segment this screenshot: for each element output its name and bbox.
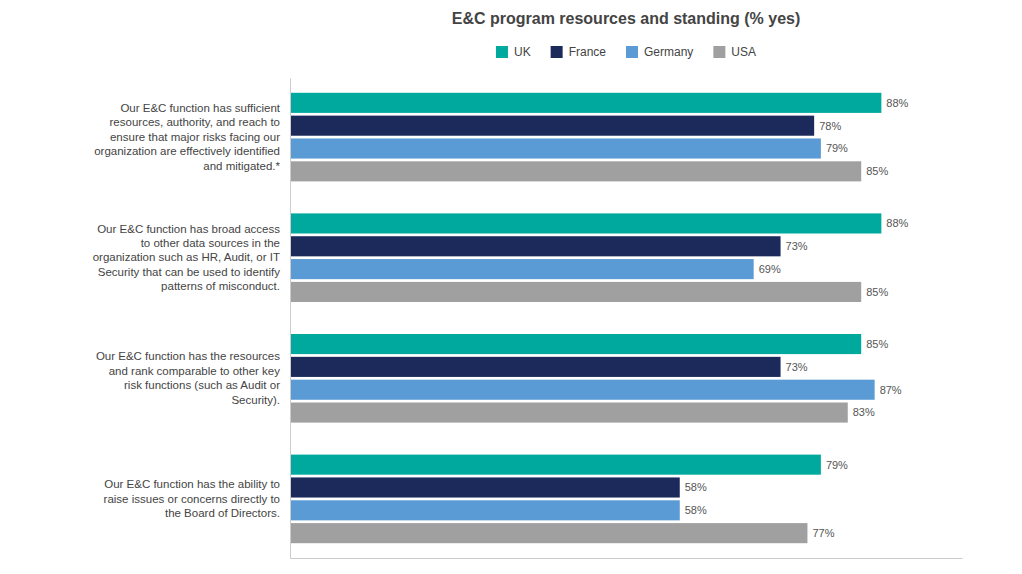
y-tick-label-line: and mitigated.* xyxy=(203,160,280,172)
legend-label: USA xyxy=(731,45,756,59)
data-label: 79% xyxy=(826,459,848,471)
y-axis: Our E&C function has sufficient resources… xyxy=(93,79,291,559)
data-label: 58% xyxy=(685,481,707,493)
data-label: 87% xyxy=(880,384,902,396)
legend-swatch xyxy=(551,46,563,58)
x-axis xyxy=(291,558,963,559)
legend-swatch xyxy=(713,46,725,58)
y-tick-label: Our E&C function has the ability to raise… xyxy=(104,478,280,519)
data-label: 85% xyxy=(866,338,888,350)
y-tick-label-line: Our E&C function has the ability to xyxy=(104,478,280,490)
bar xyxy=(290,161,861,181)
data-label: 85% xyxy=(866,165,888,177)
legend-item: France xyxy=(551,45,607,59)
bars xyxy=(290,93,881,543)
data-label: 77% xyxy=(812,527,834,539)
legend: UK France Germany USA xyxy=(496,45,756,59)
y-tick-label: Our E&C function has the resources and ra… xyxy=(96,350,280,405)
bar xyxy=(290,116,814,136)
y-tick-label-line: raise issues or concerns directly to xyxy=(104,493,280,505)
x-axis-line xyxy=(291,558,963,559)
legend-item: USA xyxy=(713,45,756,59)
bar xyxy=(290,357,781,377)
legend-swatch xyxy=(496,46,508,58)
y-tick-label-line: Our E&C function has broad access xyxy=(97,223,280,235)
bar xyxy=(290,477,680,497)
bar xyxy=(290,380,875,400)
data-labels: 88% 88% 85% 79% 78% 73% 73% 58% 79% 69% 87% 58% 85% 8… xyxy=(685,97,909,539)
bar xyxy=(290,523,807,543)
legend-swatch xyxy=(626,46,638,58)
bar xyxy=(290,500,680,520)
y-tick-label-line: resources, authority, and reach to xyxy=(110,116,280,128)
y-tick-label-line: organization are effectively identified xyxy=(94,145,280,157)
legend-label: Germany xyxy=(644,45,693,59)
bar xyxy=(290,455,821,475)
y-tick-label-line: organization such as HR, Audit, or IT xyxy=(93,251,280,263)
y-tick-label-line: risk functions (such as Audit or xyxy=(124,379,280,391)
bar xyxy=(290,138,821,158)
y-tick: Our E&C function has the ability to raise… xyxy=(104,478,280,519)
data-label: 73% xyxy=(786,361,808,373)
y-tick-label: Our E&C function has sufficient resources… xyxy=(94,102,281,172)
y-tick-label-line: the Board of Directors. xyxy=(165,507,280,519)
y-tick-label-line: and rank comparable to other key xyxy=(109,365,281,377)
y-tick-label-line: Our E&C function has sufficient xyxy=(120,102,280,114)
legend-label: France xyxy=(569,45,607,59)
y-tick-label: Our E&C function has broad access to othe… xyxy=(93,223,281,293)
y-tick-label-line: to other data sources in the xyxy=(141,237,280,249)
y-axis-line xyxy=(290,79,291,559)
bar xyxy=(290,282,861,302)
bar xyxy=(290,213,881,233)
data-label: 58% xyxy=(685,504,707,516)
y-tick: Our E&C function has broad access to othe… xyxy=(93,223,281,293)
data-label: 73% xyxy=(786,240,808,252)
data-label: 85% xyxy=(866,286,888,298)
y-tick-label-line: Our E&C function has the resources xyxy=(96,350,280,362)
chart: Our E&C function has sufficient resources… xyxy=(0,0,1022,574)
legend-item: Germany xyxy=(626,45,693,59)
bar xyxy=(290,403,848,423)
data-label: 78% xyxy=(819,120,841,132)
bar xyxy=(290,236,781,256)
bar xyxy=(290,259,754,279)
y-tick-label-line: ensure that major risks facing our xyxy=(110,131,280,143)
data-label: 79% xyxy=(826,142,848,154)
plot: Our E&C function has sufficient resources… xyxy=(93,79,963,559)
title: E&C program resources and standing (% ye… xyxy=(452,10,801,27)
y-tick: Our E&C function has sufficient resources… xyxy=(94,102,281,172)
data-label: 69% xyxy=(759,263,781,275)
bar xyxy=(290,334,861,354)
data-label: 88% xyxy=(886,217,908,229)
bar xyxy=(290,93,881,113)
legend-item: UK xyxy=(496,45,531,59)
legend-label: UK xyxy=(514,45,531,59)
y-tick-label-line: Security that can be used to identify xyxy=(98,266,280,278)
data-label: 83% xyxy=(853,406,875,418)
y-tick-label-line: patterns of misconduct. xyxy=(161,280,280,292)
y-tick: Our E&C function has the resources and ra… xyxy=(96,350,280,405)
y-tick-label-line: Security). xyxy=(231,394,280,406)
data-label: 88% xyxy=(886,97,908,109)
